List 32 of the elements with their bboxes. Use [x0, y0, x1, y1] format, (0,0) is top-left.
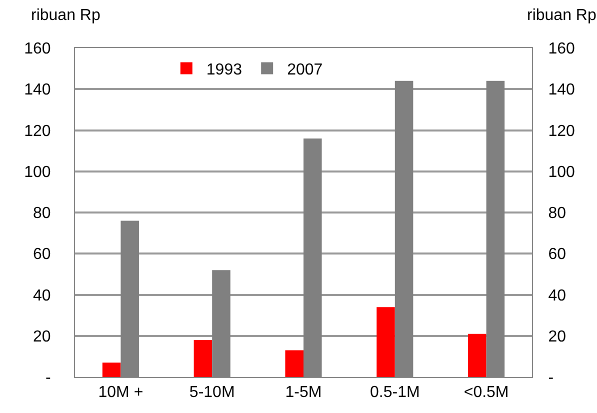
- y-tick-label: 60: [33, 246, 51, 264]
- y2-tick-label: 40: [548, 287, 566, 304]
- bar: [468, 334, 486, 377]
- bar: [376, 307, 395, 377]
- y2-tick-label: 140: [548, 82, 575, 99]
- y-tick-label: 140: [24, 82, 51, 99]
- y2-tick-label: 80: [548, 205, 566, 222]
- x-tick-label: <0.5M: [464, 384, 509, 402]
- y2-tick-label: 60: [548, 246, 566, 264]
- y-tick-label: 120: [24, 122, 51, 140]
- bar: [285, 350, 304, 377]
- y2-tick-label: -: [548, 370, 554, 387]
- y2-tick-label: 100: [548, 164, 575, 181]
- legend-label: 2007: [287, 61, 323, 78]
- y-tick-label: 40: [33, 287, 51, 304]
- x-tick-label: 10M +: [98, 384, 144, 402]
- y2-tick-label: 20: [548, 328, 566, 346]
- y-tick-label: -: [45, 370, 51, 387]
- y2-axis-title: ribuan Rp: [527, 7, 596, 24]
- y-tick-label: 160: [24, 40, 51, 58]
- bar: [194, 340, 212, 377]
- y-tick-label: 100: [24, 164, 51, 181]
- x-tick-label: 0.5-1M: [370, 384, 420, 402]
- x-tick-label: 1-5M: [285, 384, 322, 402]
- y2-tick-label: 120: [548, 122, 575, 140]
- y-tick-label: 80: [33, 205, 51, 222]
- y2-tick-label: 160: [548, 40, 575, 58]
- y-axis-title: ribuan Rp: [31, 7, 100, 24]
- y-tick-label: 20: [33, 328, 51, 346]
- x-tick-label: 5-10M: [189, 384, 235, 402]
- legend-label: 1993: [206, 61, 242, 78]
- bar: [102, 362, 121, 377]
